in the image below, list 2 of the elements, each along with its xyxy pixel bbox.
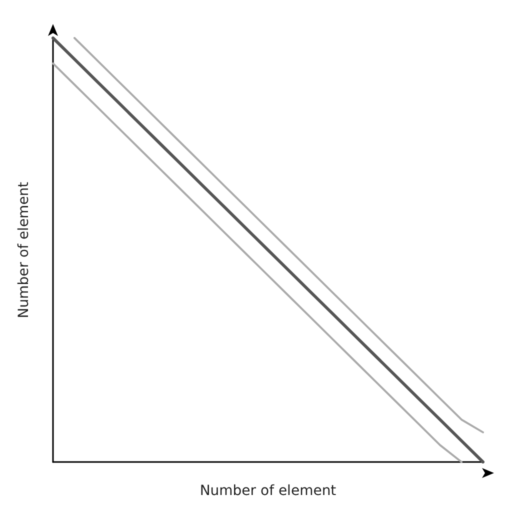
y-axis-title: Number of element	[16, 181, 32, 318]
x-axis-title: Number of element	[200, 483, 337, 499]
